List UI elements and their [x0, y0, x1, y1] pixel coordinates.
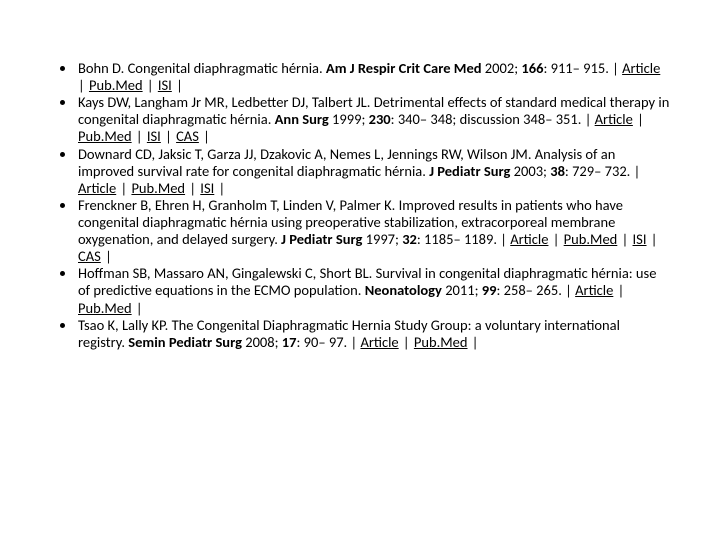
- reference-pages: : 90– 97. |: [297, 333, 361, 351]
- reference-volume: 32: [402, 230, 417, 248]
- link-separator: |: [633, 110, 645, 128]
- link-separator: |: [548, 230, 563, 248]
- link-separator: |: [116, 179, 131, 197]
- reference-link-article[interactable]: Article: [595, 110, 633, 128]
- link-separator: |: [399, 333, 414, 351]
- reference-pages: : 258– 265. |: [496, 281, 575, 299]
- link-separator: |: [161, 127, 176, 145]
- reference-item: Frenckner B, Ehren H, Granholm T, Linden…: [76, 197, 670, 265]
- reference-link-isi[interactable]: ISI: [158, 76, 172, 94]
- reference-journal: J Pediatr Surg: [281, 230, 362, 248]
- reference-volume: 38: [550, 162, 565, 180]
- reference-volume: 230: [369, 110, 391, 128]
- link-separator: |: [172, 76, 184, 94]
- reference-year: 2011;: [442, 281, 482, 299]
- reference-year: 2002;: [482, 59, 522, 77]
- reference-pages: : 729– 732. |: [565, 162, 640, 180]
- reference-item: Tsao K, Lally KP. The Congenital Diaphra…: [76, 317, 670, 351]
- reference-item: Bohn D. Congenital diaphragmatic hérnia.…: [76, 60, 670, 94]
- reference-item: Hoffman SB, Massaro AN, Gingalewski C, S…: [76, 265, 670, 316]
- reference-link-article[interactable]: Article: [360, 333, 398, 351]
- reference-link-article[interactable]: Article: [575, 281, 613, 299]
- reference-list: Bohn D. Congenital diaphragmatic hérnia.…: [50, 60, 670, 351]
- reference-year: 2008;: [242, 333, 282, 351]
- reference-link-pubmed[interactable]: Pub.Med: [89, 76, 143, 94]
- link-separator: |: [143, 76, 158, 94]
- reference-link-article[interactable]: Article: [78, 179, 116, 197]
- reference-journal: Am J Respir Crit Care Med: [326, 59, 482, 77]
- reference-link-pubmed[interactable]: Pub.Med: [78, 127, 132, 145]
- link-separator: |: [132, 127, 147, 145]
- link-separator: |: [199, 127, 211, 145]
- link-separator: |: [468, 333, 480, 351]
- reference-pages: : 911– 915. |: [543, 59, 622, 77]
- link-separator: |: [185, 179, 200, 197]
- link-separator: |: [214, 179, 226, 197]
- reference-item: Kays DW, Langham Jr MR, Ledbetter DJ, Ta…: [76, 94, 670, 145]
- reference-year: 1999;: [329, 110, 369, 128]
- link-separator: |: [132, 299, 144, 317]
- reference-link-cas[interactable]: CAS: [176, 127, 199, 145]
- reference-item: Downard CD, Jaksic T, Garza JJ, Dzakovic…: [76, 146, 670, 197]
- reference-link-article[interactable]: Article: [510, 230, 548, 248]
- reference-pages: : 1185– 1189. |: [417, 230, 510, 248]
- slide: Bohn D. Congenital diaphragmatic hérnia.…: [0, 0, 720, 540]
- reference-journal: Ann Surg: [275, 110, 329, 128]
- reference-link-pubmed[interactable]: Pub.Med: [78, 299, 132, 317]
- link-separator: |: [617, 230, 632, 248]
- reference-link-pubmed[interactable]: Pub.Med: [564, 230, 618, 248]
- reference-journal: J Pediatr Surg: [429, 162, 510, 180]
- reference-text: Bohn D. Congenital diaphragmatic hérnia.: [78, 59, 326, 77]
- reference-journal: Semin Pediatr Surg: [128, 333, 242, 351]
- reference-journal: Neonatology: [365, 281, 442, 299]
- reference-link-isi[interactable]: ISI: [633, 230, 647, 248]
- reference-volume: 166: [521, 59, 543, 77]
- reference-link-pubmed[interactable]: Pub.Med: [131, 179, 185, 197]
- reference-volume: 99: [482, 281, 497, 299]
- reference-pages: : 340– 348; discussion 348– 351. |: [391, 110, 595, 128]
- reference-year: 1997;: [362, 230, 402, 248]
- reference-link-isi[interactable]: ISI: [147, 127, 161, 145]
- reference-year: 2003;: [510, 162, 550, 180]
- reference-link-isi[interactable]: ISI: [200, 179, 214, 197]
- reference-link-cas[interactable]: CAS: [78, 247, 101, 265]
- reference-link-article[interactable]: Article: [622, 59, 660, 77]
- reference-link-pubmed[interactable]: Pub.Med: [414, 333, 468, 351]
- reference-volume: 17: [282, 333, 297, 351]
- link-separator: |: [647, 230, 659, 248]
- link-separator: |: [613, 281, 625, 299]
- link-separator: |: [101, 247, 113, 265]
